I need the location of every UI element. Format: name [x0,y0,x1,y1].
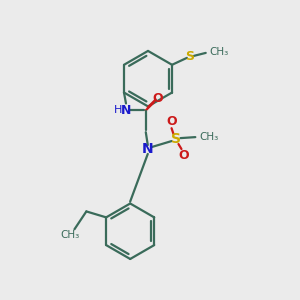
Text: O: O [152,92,163,105]
Text: H: H [114,105,122,116]
Text: N: N [121,104,131,117]
Text: O: O [178,149,189,162]
Text: O: O [166,115,177,128]
Text: N: N [142,142,154,156]
Text: CH₃: CH₃ [199,132,218,142]
Text: S: S [185,50,194,63]
Text: CH₃: CH₃ [210,47,229,57]
Text: CH₃: CH₃ [60,230,79,240]
Text: S: S [170,132,181,146]
